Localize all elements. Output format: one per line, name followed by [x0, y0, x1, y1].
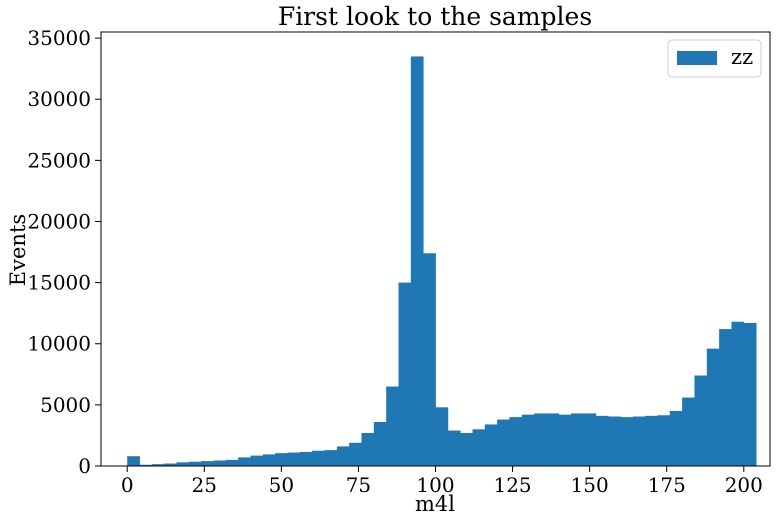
histogram-bar-50 — [743, 322, 757, 466]
histogram-bar-44 — [669, 410, 683, 466]
histogram-bar-15 — [312, 450, 325, 466]
y-axis-ticks: 0 5000 10000 15000 20000 25000 30000 35000 — [27, 26, 101, 478]
histogram-bar-34 — [546, 413, 560, 466]
histogram-bar-42 — [645, 415, 658, 466]
histogram-bar-9 — [238, 457, 251, 466]
histogram-bar-18 — [349, 442, 362, 466]
histogram-bar-20 — [373, 421, 387, 466]
legend-swatch-zz — [677, 51, 717, 65]
x-tick-label: 50 — [269, 473, 294, 497]
histogram-bar-11 — [262, 454, 276, 466]
histogram-bar-19 — [361, 432, 375, 466]
histogram-bar-17 — [336, 446, 350, 466]
histogram-bar-45 — [682, 397, 695, 466]
y-tick-label: 15000 — [27, 271, 91, 295]
histogram-bar-25 — [435, 407, 449, 466]
y-tick-label: 0 — [78, 454, 91, 478]
x-tick-label: 100 — [416, 473, 454, 497]
histogram-bar-43 — [657, 415, 671, 466]
histogram-bar-39 — [608, 416, 621, 466]
histogram-bar-40 — [620, 417, 634, 466]
histogram-bar-29 — [484, 424, 498, 466]
histogram-bar-37 — [583, 413, 597, 466]
chart-title: First look to the samples — [278, 2, 592, 31]
histogram-bar-13 — [287, 452, 301, 466]
histogram-bar-28 — [472, 429, 486, 466]
y-tick-label: 25000 — [27, 148, 91, 172]
x-tick-label: 175 — [648, 473, 686, 497]
y-tick-label: 35000 — [27, 26, 91, 50]
histogram-bar-27 — [460, 432, 473, 466]
x-tick-label: 150 — [571, 473, 609, 497]
histogram-bar-33 — [534, 413, 547, 466]
histogram-bars — [127, 56, 757, 466]
legend-label-zz: zz — [731, 45, 753, 69]
x-tick-label: 75 — [346, 473, 371, 497]
histogram-bar-6 — [201, 461, 214, 466]
histogram-bar-1 — [139, 464, 153, 466]
histogram-bar-4 — [176, 462, 190, 466]
histogram-bar-0 — [127, 456, 140, 466]
y-axis-label: Events — [6, 214, 30, 286]
x-tick-label: 25 — [192, 473, 217, 497]
histogram-bar-24 — [423, 253, 436, 466]
histogram-bar-14 — [299, 451, 313, 466]
histogram-bar-35 — [558, 414, 572, 466]
histogram-bar-23 — [410, 56, 424, 466]
histogram-bar-41 — [632, 416, 646, 466]
histogram-bar-48 — [719, 329, 732, 466]
histogram-bar-12 — [275, 453, 288, 466]
histogram-bar-38 — [595, 415, 609, 466]
y-tick-label: 10000 — [27, 332, 91, 356]
histogram-bar-46 — [694, 375, 708, 466]
histogram-bar-7 — [213, 460, 227, 466]
histogram-bar-10 — [250, 455, 264, 466]
histogram-bar-8 — [225, 459, 239, 466]
x-axis-label: m4l — [415, 492, 455, 516]
histogram-bar-30 — [497, 419, 510, 466]
y-tick-label: 20000 — [27, 209, 91, 233]
histogram-bar-2 — [151, 464, 165, 466]
histogram-bar-47 — [706, 348, 720, 466]
histogram-bar-32 — [521, 414, 535, 466]
x-tick-label: 200 — [725, 473, 763, 497]
histogram-bar-36 — [571, 413, 584, 466]
x-tick-label: 0 — [121, 473, 134, 497]
histogram-bar-3 — [164, 463, 177, 466]
histogram-bar-16 — [324, 450, 338, 466]
x-axis-ticks: 0 25 50 75 100 125 150 175 200 — [121, 466, 763, 497]
histogram-bar-22 — [398, 282, 412, 466]
x-tick-label: 125 — [493, 473, 531, 497]
histogram-bar-21 — [386, 386, 399, 466]
histogram-bar-26 — [447, 430, 461, 466]
y-tick-label: 30000 — [27, 87, 91, 111]
histogram-bar-49 — [731, 321, 745, 466]
histogram-bar-5 — [188, 461, 202, 466]
plot-frame — [100, 31, 771, 467]
histogram-bar-31 — [509, 417, 523, 466]
legend: zz — [667, 39, 762, 78]
y-tick-label: 5000 — [40, 393, 91, 417]
